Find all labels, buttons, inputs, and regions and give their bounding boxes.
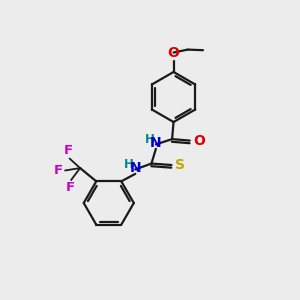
Text: S: S (175, 158, 185, 172)
Text: F: F (53, 164, 62, 177)
Text: N: N (150, 136, 162, 150)
Text: N: N (130, 161, 141, 175)
Text: F: F (65, 181, 75, 194)
Text: F: F (64, 145, 73, 158)
Text: O: O (193, 134, 205, 148)
Text: H: H (124, 158, 134, 171)
Text: H: H (145, 133, 154, 146)
Text: O: O (168, 46, 179, 60)
